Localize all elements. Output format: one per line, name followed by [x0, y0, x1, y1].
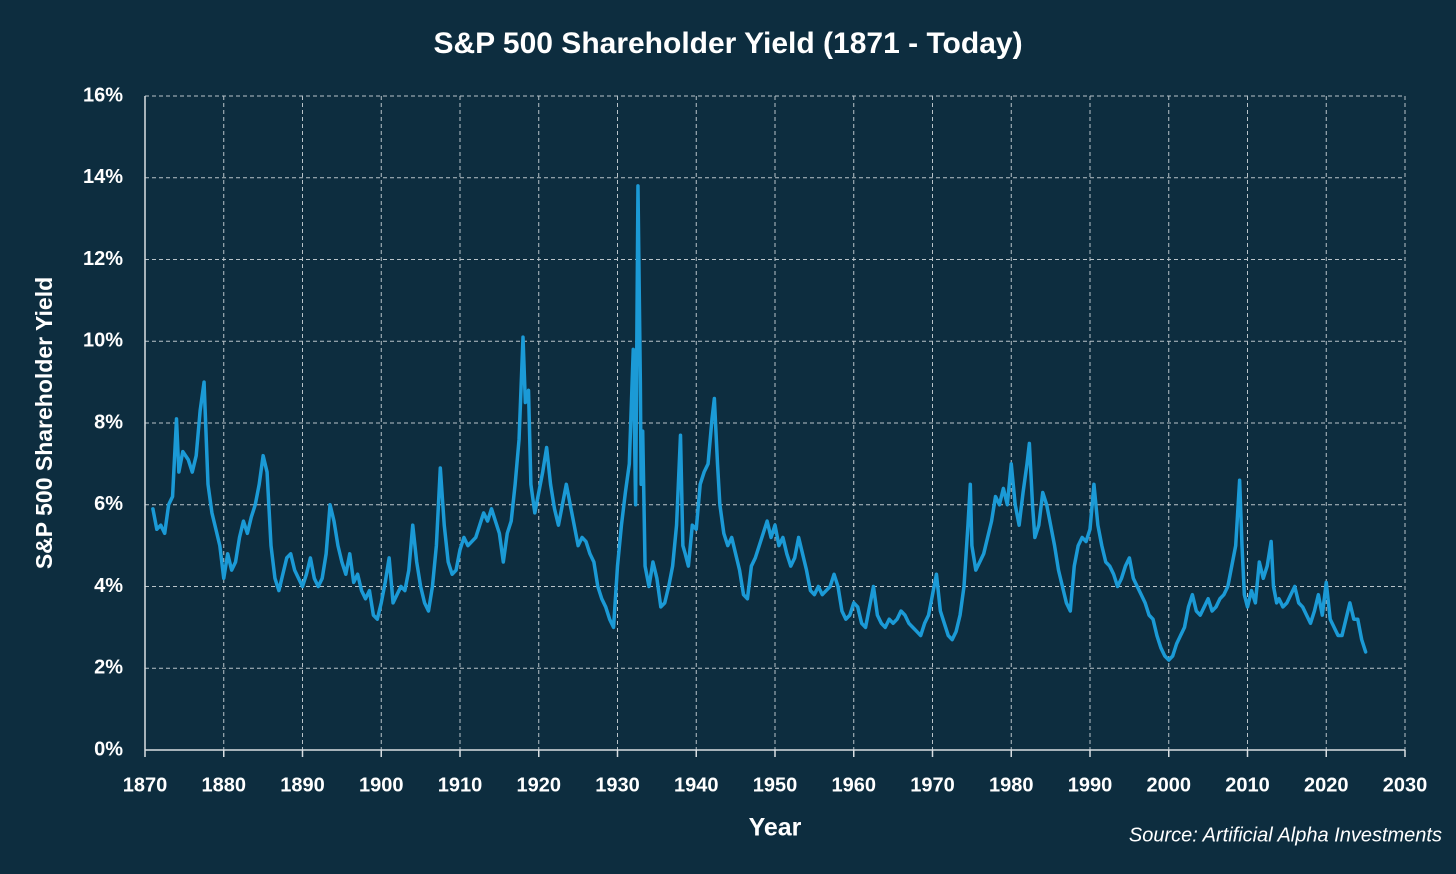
- x-tick-label: 2020: [1304, 774, 1349, 796]
- y-tick-label: 2%: [94, 657, 123, 679]
- x-tick-label: 2000: [1147, 774, 1192, 796]
- x-tick-label: 1970: [910, 774, 955, 796]
- x-tick-label: 1910: [438, 774, 483, 796]
- y-tick-label: 6%: [94, 493, 123, 515]
- x-tick-label: 1980: [989, 774, 1034, 796]
- y-tick-label: 8%: [94, 411, 123, 433]
- x-tick-label: 2010: [1225, 774, 1270, 796]
- x-tick-label: 1940: [674, 774, 719, 796]
- y-axis-label: S&P 500 Shareholder Yield: [31, 277, 57, 569]
- x-axis-label: Year: [749, 814, 802, 842]
- source-note: Source: Artificial Alpha Investments: [1129, 824, 1442, 846]
- data-line: [151, 184, 1368, 662]
- y-tick-label: 14%: [83, 166, 123, 188]
- x-tick-label: 1930: [595, 774, 640, 796]
- chart-title: S&P 500 Shareholder Yield (1871 - Today): [433, 27, 1022, 60]
- x-tick-label: 1950: [753, 774, 798, 796]
- x-tick-label: 1870: [123, 774, 168, 796]
- y-tick-label: 12%: [83, 248, 123, 270]
- y-tick-label: 0%: [94, 738, 123, 760]
- y-tick-label: 4%: [94, 575, 123, 597]
- x-tick-label: 1890: [280, 774, 325, 796]
- x-tick-label: 2030: [1383, 774, 1428, 796]
- y-tick-label: 16%: [83, 84, 123, 106]
- x-tick-label: 1990: [1068, 774, 1113, 796]
- x-tick-label: 1960: [832, 774, 877, 796]
- x-tick-label: 1900: [359, 774, 404, 796]
- x-tick-label: 1920: [517, 774, 562, 796]
- y-tick-label: 10%: [83, 330, 123, 352]
- x-tick-label: 1880: [202, 774, 247, 796]
